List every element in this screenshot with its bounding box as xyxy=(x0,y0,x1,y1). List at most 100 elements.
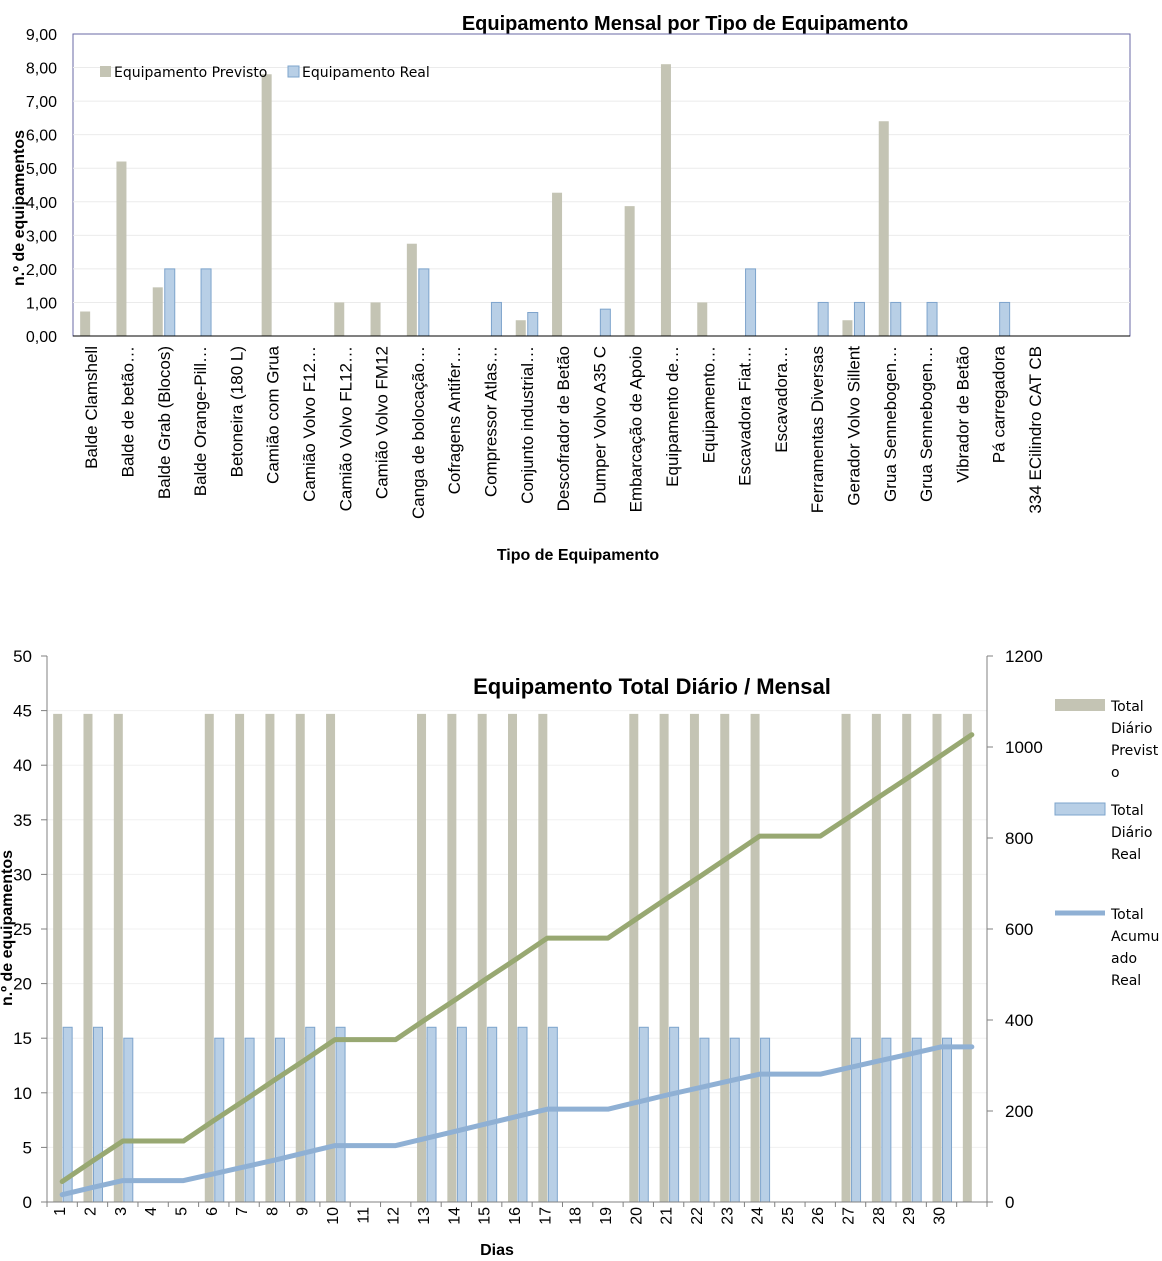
bar-total-diario-real xyxy=(760,1037,771,1203)
y-tick-label: 0,00 xyxy=(26,329,57,346)
bar-total-diario-real xyxy=(244,1037,255,1203)
bar-total-diario-previsto xyxy=(659,713,669,1202)
y2-tick-label: 400 xyxy=(1005,1011,1033,1030)
bar-equipamento-previsto xyxy=(261,74,272,337)
y-tick-label: 15 xyxy=(13,1029,32,1048)
line-total-acumulado-real xyxy=(59,1044,975,1198)
x-tick-label: 3 xyxy=(113,1207,130,1216)
chart2-y-axis-label: n.º de equipamentos xyxy=(0,850,16,1006)
y-tick-label: 40 xyxy=(13,756,32,775)
bar-equipamento-previsto xyxy=(80,311,91,336)
x-tick-label: Camião Volvo FL12… xyxy=(336,346,355,511)
bar-total-diario-previsto xyxy=(629,713,639,1202)
x-tick-label: 18 xyxy=(568,1207,585,1225)
bar-total-diario-previsto xyxy=(902,713,912,1202)
bar-equipamento-real xyxy=(890,301,902,337)
bar-equipamento-previsto xyxy=(660,64,671,336)
legend-swatch-total-diario-real xyxy=(1054,802,1106,816)
chart2-right-ticks: 0 200 400 600 800 1000 1200 xyxy=(987,647,1043,1212)
x-tick-label: 4 xyxy=(143,1207,160,1216)
x-tick-label: 20 xyxy=(628,1207,645,1225)
x-tick-label: Escavadora Fiat… xyxy=(736,346,755,486)
chart2-lines xyxy=(59,732,975,1198)
bar-total-diario-real xyxy=(881,1037,892,1203)
bar-total-diario-real xyxy=(729,1037,740,1203)
y-tick-label: 35 xyxy=(13,811,32,830)
bar-total-diario-previsto xyxy=(689,713,699,1202)
x-tick-label: 22 xyxy=(689,1207,706,1225)
chart1-legend: Equipamento Previsto Equipamento Real xyxy=(100,65,430,81)
y2-tick-label: 800 xyxy=(1005,829,1033,848)
x-tick-label: 30 xyxy=(932,1207,949,1225)
bar-total-diario-previsto xyxy=(83,713,93,1202)
bar-total-diario-previsto xyxy=(841,713,851,1202)
bar-total-diario-real xyxy=(669,1026,680,1203)
x-tick-label: 28 xyxy=(871,1207,888,1225)
x-tick-label: 14 xyxy=(446,1207,463,1225)
legend-swatch-previsto xyxy=(100,66,111,77)
x-tick-label: Camião com Grua xyxy=(264,345,283,483)
y-tick-label: 9,00 xyxy=(26,27,57,44)
bar-total-diario-real xyxy=(547,1026,558,1203)
x-tick-label: Conjunto industrial… xyxy=(518,346,537,504)
y2-tick-label: 200 xyxy=(1005,1102,1033,1121)
x-tick-label: Betoneira (180 L) xyxy=(227,346,246,477)
legend-label-total-diario-previsto: Total Diário Previst o xyxy=(1110,699,1162,781)
legend-swatch-total-diario-previsto xyxy=(1055,699,1105,711)
x-tick-label: 7 xyxy=(234,1207,251,1216)
bar-total-diario-previsto xyxy=(53,713,63,1202)
chart1-y-axis-label: n.º de equipamentos xyxy=(11,130,28,286)
x-tick-label: 9 xyxy=(295,1207,312,1216)
x-tick-label: Grua Sennebogen… xyxy=(881,346,900,502)
x-tick-label: Equipamento de… xyxy=(663,346,682,487)
y-tick-label: 1,00 xyxy=(26,295,57,312)
y2-tick-label: 0 xyxy=(1005,1193,1014,1212)
bar-equipamento-real xyxy=(490,301,502,337)
x-tick-label: 15 xyxy=(477,1207,494,1225)
x-tick-label: 13 xyxy=(416,1207,433,1225)
legend-label-total-acumulado-real: Total Acumu ado Real xyxy=(1110,907,1162,989)
legend-label-total-diario-real: Total Diário Real xyxy=(1110,803,1157,863)
y-tick-label: 50 xyxy=(13,647,32,666)
bar-equipamento-real xyxy=(164,268,176,337)
y-tick-label: 25 xyxy=(13,920,32,939)
bar-equipamento-previsto xyxy=(515,320,526,336)
bar-total-diario-real xyxy=(638,1026,649,1203)
bar-total-diario-real xyxy=(942,1037,953,1203)
bar-total-diario-previsto xyxy=(871,713,881,1202)
bar-total-diario-previsto xyxy=(417,713,427,1202)
x-tick-label: 11 xyxy=(355,1207,372,1224)
x-tick-label: 25 xyxy=(780,1207,797,1225)
x-tick-label: Equipamento… xyxy=(699,346,718,463)
y-tick-label: 6,00 xyxy=(26,128,57,145)
x-tick-label: 334 ECilindro CAT CB xyxy=(1026,346,1045,514)
x-tick-label: 17 xyxy=(537,1207,554,1225)
x-tick-label: 5 xyxy=(173,1207,190,1216)
y-tick-label: 0 xyxy=(23,1193,32,1212)
x-tick-label: 27 xyxy=(841,1207,858,1225)
chart2-left-ticks: 0 5 10 15 20 25 30 35 40 45 50 xyxy=(13,647,47,1212)
x-tick-label: Ferramentas Diversas xyxy=(808,346,827,513)
chart2-x-axis-label: Dias xyxy=(480,1242,514,1259)
bar-equipamento-previsto xyxy=(152,287,163,336)
x-tick-label: Cofragens Antifer… xyxy=(445,346,464,494)
chart1-x-axis-label: Tipo de Equipamento xyxy=(497,547,660,564)
x-tick-label: Camião Volvo F12… xyxy=(300,346,319,502)
x-tick-label: 6 xyxy=(204,1207,221,1216)
bar-total-diario-previsto xyxy=(295,713,305,1202)
bar-total-diario-real xyxy=(456,1026,467,1203)
chart1-x-ticks: Balde Clamshell Balde de betão… Balde Grab… xyxy=(82,345,1045,519)
bar-equipamento-previsto xyxy=(406,243,417,336)
y-tick-label: 7,00 xyxy=(26,94,57,111)
x-tick-label: 19 xyxy=(598,1207,615,1225)
bar-total-diario-real xyxy=(274,1037,285,1203)
daily-equipment-chart: Equipamento Total Diário / Mensal 051015… xyxy=(0,647,1162,1259)
y-tick-label: 2,00 xyxy=(26,262,57,279)
bar-total-diario-previsto xyxy=(508,713,517,1202)
x-tick-label: Dumper Volvo A35 C xyxy=(590,346,609,504)
legend-swatch-real xyxy=(287,65,300,78)
chart1-bars xyxy=(80,64,1011,337)
x-tick-label: Gerador Volvo Sillent xyxy=(844,346,863,506)
chart1-title: Equipamento Mensal por Tipo de Equipamen… xyxy=(462,13,908,35)
bar-equipamento-previsto xyxy=(116,161,127,336)
